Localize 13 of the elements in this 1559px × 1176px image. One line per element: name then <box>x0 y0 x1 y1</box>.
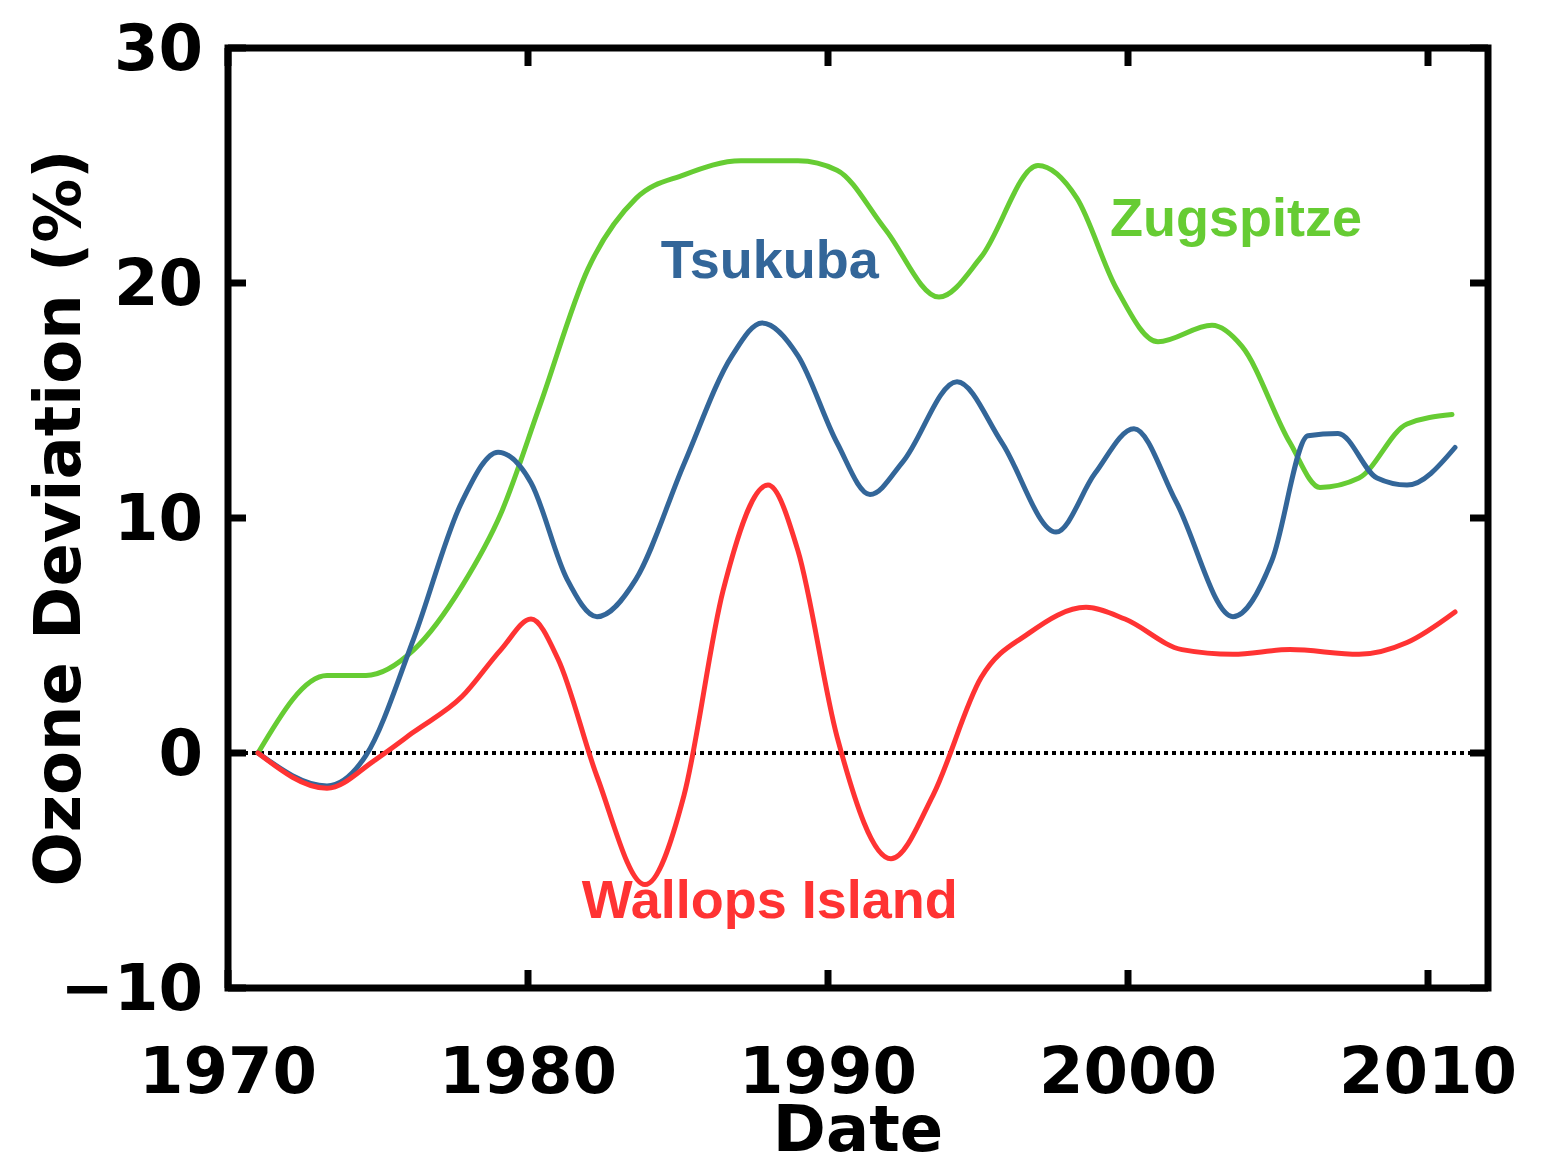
x-tick-label: 2000 <box>1038 1034 1218 1108</box>
x-tick-label: 2010 <box>1338 1034 1518 1108</box>
y-tick-label: 10 <box>113 481 203 556</box>
series-label: Zugspitze <box>1110 187 1362 247</box>
y-tick-label: 20 <box>113 246 203 321</box>
series-label: Tsukuba <box>660 229 880 290</box>
y-axis-title: Ozone Deviation (%) <box>21 149 95 887</box>
y-tick-label: 30 <box>113 11 203 86</box>
x-tick-label: 1970 <box>138 1034 318 1108</box>
x-tick-label: 1980 <box>438 1034 618 1108</box>
y-tick-label: 0 <box>158 716 203 791</box>
series-label: Wallops Island <box>581 868 958 929</box>
y-tick-label: −10 <box>60 951 203 1026</box>
